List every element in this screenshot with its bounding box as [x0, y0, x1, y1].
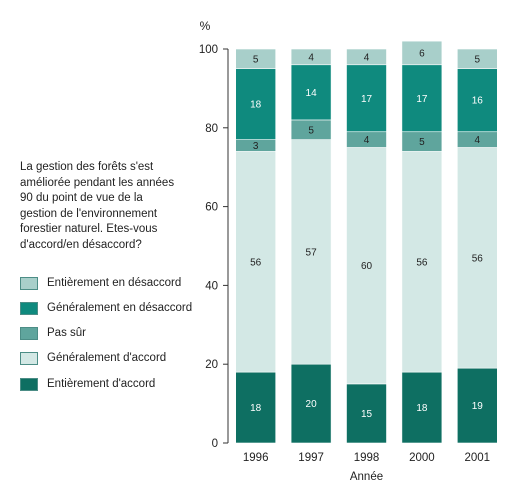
data-label: 15: [361, 409, 373, 420]
data-label: 4: [308, 52, 314, 63]
data-label: 20: [306, 399, 318, 410]
y-tick-label: 80: [205, 123, 218, 135]
data-label: 5: [253, 54, 259, 65]
bar-segment: [290, 64, 332, 121]
data-label: 4: [475, 135, 481, 146]
data-label: 5: [308, 125, 314, 136]
bar-segment: [346, 64, 387, 133]
bar-segment: [456, 147, 498, 369]
data-label: 57: [306, 247, 318, 258]
data-label: 4: [364, 52, 370, 63]
bar-segment: [235, 371, 276, 444]
legend-item: Entièrement en désaccord: [20, 275, 181, 291]
legend-item: Généralement en désaccord: [20, 300, 192, 316]
data-label: 5: [419, 137, 425, 148]
legend-label: Pas sûr: [47, 327, 86, 339]
y-tick-label: 60: [205, 202, 218, 214]
y-axis-label: %: [200, 19, 211, 33]
survey-question: La gestion des forêts s'est améliorée pe…: [20, 161, 175, 251]
data-label: 56: [472, 253, 484, 264]
data-label: 56: [416, 257, 428, 268]
data-label: 17: [416, 94, 428, 105]
legend-label: Entièrement en désaccord: [47, 277, 182, 289]
bar-segment: [346, 48, 387, 66]
y-tick-label: 0: [212, 438, 218, 450]
x-tick-label: 2001: [465, 452, 491, 464]
legend-swatch: [20, 301, 38, 315]
data-label: 18: [416, 403, 428, 414]
data-label: 17: [361, 94, 373, 105]
x-tick-label: 2000: [409, 452, 435, 464]
y-tick-label: 20: [205, 359, 218, 371]
data-label: 14: [306, 88, 318, 99]
x-axis-label: Année: [350, 471, 383, 483]
data-label: 60: [361, 261, 373, 272]
bar-segment: [346, 147, 387, 385]
y-tick-label: 100: [199, 44, 218, 56]
legend-label: Généralement en désaccord: [47, 302, 193, 314]
bar-segment: [290, 48, 332, 66]
bar-segment: [401, 151, 443, 373]
legend-swatch: [20, 377, 38, 391]
data-label: 18: [250, 100, 262, 111]
bar-segment: [290, 363, 332, 444]
bar-segment: [235, 151, 276, 373]
bar-segment: [401, 371, 443, 444]
legend-swatch: [20, 276, 38, 290]
data-label: 56: [250, 257, 262, 268]
legend-label: Généralement d'accord: [47, 352, 167, 364]
legend-item: Pas sûr: [20, 325, 86, 341]
data-label: 16: [472, 96, 484, 107]
y-tick-label: 40: [205, 280, 218, 292]
data-label: 5: [475, 54, 481, 65]
legend-item: Généralement d'accord: [20, 350, 166, 366]
bar-segment: [235, 68, 276, 140]
data-label: 6: [419, 48, 425, 59]
data-label: 4: [364, 135, 370, 146]
bar-segment: [235, 48, 276, 70]
bar-segment: [401, 40, 443, 66]
bar-segment: [456, 68, 498, 133]
data-label: 19: [472, 401, 484, 412]
legend-swatch: [20, 326, 38, 340]
legend-label: Entièrement d'accord: [47, 378, 156, 390]
x-tick-label: 1998: [354, 452, 380, 464]
bar-segment: [401, 64, 443, 133]
bar-segment: [456, 48, 498, 70]
legend-swatch: [20, 351, 38, 365]
bar-segment: [456, 367, 498, 444]
x-tick-label: 1996: [243, 452, 269, 464]
legend-item: Entièrement d'accord: [20, 376, 155, 392]
x-tick-label: 1997: [298, 452, 324, 464]
data-label: 3: [253, 141, 259, 152]
data-label: 18: [250, 403, 262, 414]
